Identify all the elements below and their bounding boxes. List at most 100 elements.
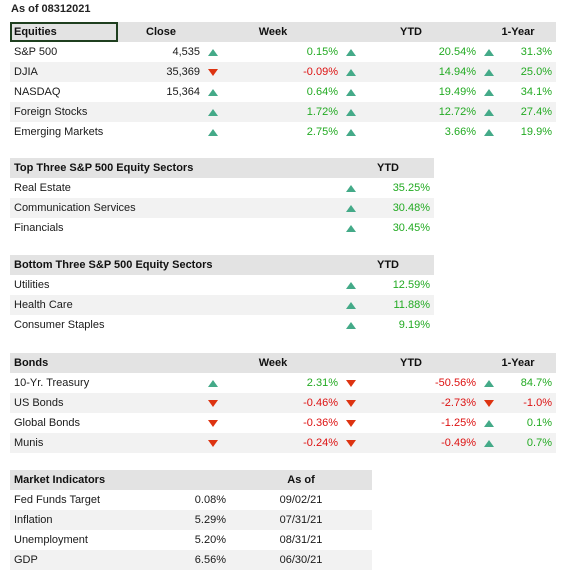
triangle-up-icon — [346, 68, 356, 76]
bond-week-change-value: 2.31% — [306, 377, 338, 389]
indicator-value: 5.29% — [148, 510, 230, 530]
bonds-ytd-header: YTD — [342, 353, 480, 373]
triangle-up-icon — [346, 184, 356, 192]
table-row: Fed Funds Target 0.08% 09/02/21 — [10, 490, 372, 510]
table-row: Global Bonds -0.36% -1.25% 0.1% — [10, 413, 556, 433]
as-of-date: As of 08312021 — [11, 3, 91, 15]
triangle-up-icon — [346, 128, 356, 136]
bond-ytd-change-cell: -50.56% — [342, 373, 480, 393]
triangle-up-icon — [484, 108, 494, 116]
sector-name: Health Care — [10, 295, 342, 315]
indicator-name: Inflation — [10, 510, 148, 530]
triangle-up-icon — [484, 68, 494, 76]
week-header: Week — [204, 22, 342, 42]
triangle-up-icon — [208, 48, 218, 56]
ytd-change-value: 12.72% — [438, 106, 476, 118]
sector-name: Communication Services — [10, 198, 342, 218]
sector-ytd-cell: 30.48% — [342, 198, 434, 218]
sector-ytd-cell: 11.88% — [342, 295, 434, 315]
equity-close: 15,364 — [118, 82, 204, 102]
sector-name: Financials — [10, 218, 342, 238]
one-year-change-cell: 34.1% — [480, 82, 556, 102]
table-row: NASDAQ 15,364 0.64% 19.49% 34.1% — [10, 82, 556, 102]
equity-close: 4,535 — [118, 42, 204, 62]
triangle-down-icon — [346, 399, 356, 407]
triangle-down-icon — [208, 439, 218, 447]
bond-one-year-change-cell: 0.1% — [480, 413, 556, 433]
week-change-cell: 1.72% — [204, 102, 342, 122]
sector-name: Real Estate — [10, 178, 342, 198]
indicator-as-of: 08/31/21 — [230, 530, 372, 550]
one-year-change-cell: 19.9% — [480, 122, 556, 142]
triangle-down-icon — [208, 399, 218, 407]
sector-ytd-cell: 12.59% — [342, 275, 434, 295]
triangle-up-icon — [484, 128, 494, 136]
one-year-change-cell: 31.3% — [480, 42, 556, 62]
week-change-value: 2.75% — [306, 126, 338, 138]
triangle-up-icon — [484, 379, 494, 387]
week-change-value: 0.64% — [306, 86, 338, 98]
triangle-up-icon — [346, 321, 356, 329]
table-row: Munis -0.24% -0.49% 0.7% — [10, 433, 556, 453]
bottom-sectors-header: Bottom Three S&P 500 Equity Sectors — [10, 255, 342, 275]
bond-week-change-value: -0.46% — [303, 397, 338, 409]
bond-week-change-value: -0.24% — [303, 437, 338, 449]
bond-name: US Bonds — [10, 393, 204, 413]
table-row: Financials 30.45% — [10, 218, 434, 238]
triangle-down-icon — [346, 439, 356, 447]
table-row: Communication Services 30.48% — [10, 198, 434, 218]
equity-name: DJIA — [10, 62, 118, 82]
week-change-cell: 2.75% — [204, 122, 342, 142]
sector-ytd-cell: 9.19% — [342, 315, 434, 335]
indicators-value-header — [148, 470, 230, 490]
bond-name: Global Bonds — [10, 413, 204, 433]
one-year-header: 1-Year — [480, 22, 556, 42]
triangle-up-icon — [208, 108, 218, 116]
triangle-up-icon — [346, 204, 356, 212]
sector-ytd-cell: 35.25% — [342, 178, 434, 198]
bond-one-year-change-cell: 84.7% — [480, 373, 556, 393]
sector-name: Consumer Staples — [10, 315, 342, 335]
bond-one-year-change-value: 0.1% — [526, 417, 552, 429]
triangle-down-icon — [208, 68, 218, 76]
one-year-change-cell: 25.0% — [480, 62, 556, 82]
sector-ytd-value: 12.59% — [392, 279, 430, 291]
week-change-cell: 0.15% — [204, 42, 342, 62]
market-indicators-header: Market Indicators — [10, 470, 148, 490]
ytd-change-value: 14.94% — [438, 66, 476, 78]
equities-table: Equities Close Week YTD 1-Year S&P 500 4,… — [10, 22, 556, 142]
triangle-up-icon — [484, 48, 494, 56]
one-year-change-value: 27.4% — [520, 106, 552, 118]
ytd-change-value: 20.54% — [438, 46, 476, 58]
ytd-change-cell: 14.94% — [342, 62, 480, 82]
equity-name: Emerging Markets — [10, 122, 118, 142]
bond-week-change-cell: 2.31% — [204, 373, 342, 393]
sector-name: Utilities — [10, 275, 342, 295]
table-row: Real Estate 35.25% — [10, 178, 434, 198]
bond-ytd-change-cell: -1.25% — [342, 413, 480, 433]
ytd-change-value: 19.49% — [438, 86, 476, 98]
table-row: US Bonds -0.46% -2.73% -1.0% — [10, 393, 556, 413]
triangle-down-icon — [484, 399, 494, 407]
week-change-value: 1.72% — [306, 106, 338, 118]
bond-one-year-change-cell: -1.0% — [480, 393, 556, 413]
one-year-change-value: 19.9% — [520, 126, 552, 138]
table-row: S&P 500 4,535 0.15% 20.54% 31.3% — [10, 42, 556, 62]
table-row: 10-Yr. Treasury 2.31% -50.56% 84.7% — [10, 373, 556, 393]
ytd-change-cell: 12.72% — [342, 102, 480, 122]
week-change-cell: 0.64% — [204, 82, 342, 102]
bonds-week-header: Week — [204, 353, 342, 373]
equity-name: Foreign Stocks — [10, 102, 118, 122]
bond-name: 10-Yr. Treasury — [10, 373, 204, 393]
indicator-name: GDP — [10, 550, 148, 570]
bond-one-year-change-value: 0.7% — [526, 437, 552, 449]
week-change-cell: -0.09% — [204, 62, 342, 82]
week-change-value: 0.15% — [306, 46, 338, 58]
bond-name: Munis — [10, 433, 204, 453]
market-indicators-table: Market Indicators As of Fed Funds Target… — [10, 470, 372, 570]
bonds-one-year-header: 1-Year — [480, 353, 556, 373]
triangle-up-icon — [484, 439, 494, 447]
bond-week-change-value: -0.36% — [303, 417, 338, 429]
bond-ytd-change-value: -1.25% — [441, 417, 476, 429]
equities-header: Equities — [10, 22, 118, 42]
